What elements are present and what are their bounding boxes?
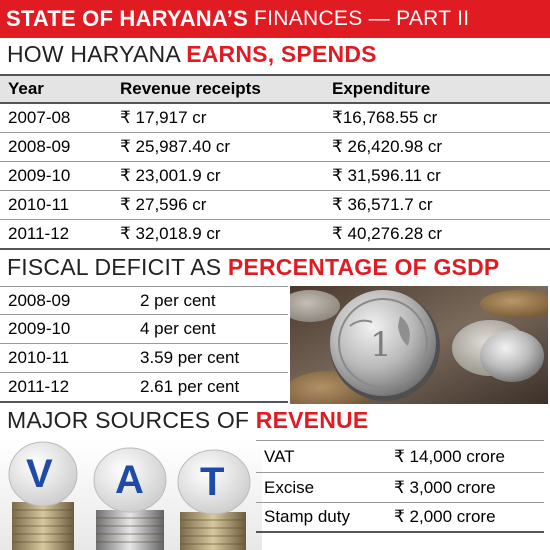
section-title-highlight: REVENUE (255, 407, 369, 433)
cell-expenditure: ₹ 26,420.98 cr (332, 137, 443, 156)
table-row: 2009-10 4 per cent (0, 315, 288, 344)
vat-letter-a: A (115, 458, 144, 502)
section-revenue-title: MAJOR SOURCES OF REVENUE (7, 407, 368, 434)
coins-illustration: 1 (290, 286, 548, 404)
table-row: 2011-12 ₹ 32,018.9 cr ₹ 40,276.28 cr (0, 220, 550, 250)
table-header: Year Revenue receipts Expenditure (0, 74, 550, 104)
cell-revenue: ₹ 17,917 cr (120, 108, 207, 127)
cell-year: 2009-10 (8, 319, 71, 338)
cell-year: 2010-11 (8, 195, 70, 214)
banner-title-rest: FINANCES — PART II (253, 7, 470, 30)
table-row: 2008-09 ₹ 25,987.40 cr ₹ 26,420.98 cr (0, 133, 550, 162)
section-title-highlight: EARNS, SPENDS (186, 41, 377, 67)
table-row: Stamp duty ₹ 2,000 crore (256, 503, 544, 533)
cell-year: 2011-12 (8, 224, 70, 243)
vat-letter-t: T (200, 460, 225, 504)
cell-deficit: 4 per cent (140, 319, 216, 338)
section-title-plain: HOW HARYANA (7, 41, 180, 67)
section-earn-spend-title: HOW HARYANA EARNS, SPENDS (7, 41, 377, 68)
cell-revenue: ₹ 32,018.9 cr (120, 224, 221, 243)
cell-deficit: 2 per cent (140, 290, 216, 310)
table-row: VAT ₹ 14,000 crore (256, 440, 544, 473)
vat-illustration (0, 440, 262, 550)
vat-letter-v: V (26, 452, 53, 496)
section-title-plain: FISCAL DEFICIT AS (7, 254, 222, 280)
vat-coin-stacks: V A T (0, 440, 262, 550)
cell-year: 2008-09 (8, 137, 71, 156)
section-title-plain: MAJOR SOURCES OF (7, 407, 250, 433)
cell-deficit: 3.59 per cent (140, 348, 240, 367)
cell-source: VAT (264, 446, 295, 466)
cell-year: 2009-10 (8, 166, 71, 185)
cell-amount: ₹ 3,000 crore (394, 477, 496, 497)
header-revenue: Revenue receipts (120, 79, 261, 98)
header-year: Year (8, 79, 44, 98)
cell-expenditure: ₹ 36,571.7 cr (332, 195, 433, 214)
cell-expenditure: ₹ 40,276.28 cr (332, 224, 443, 243)
revenue-sources-table: VAT ₹ 14,000 crore Excise ₹ 3,000 crore … (256, 440, 550, 544)
cell-year: 2010-11 (8, 348, 70, 367)
cell-year: 2011-12 (8, 377, 70, 396)
table-row: 2007-08 ₹ 17,917 cr ₹16,768.55 cr (0, 104, 550, 133)
cell-expenditure: ₹16,768.55 cr (332, 108, 438, 127)
cell-revenue: ₹ 27,596 cr (120, 195, 207, 214)
section-title-highlight: PERCENTAGE OF GSDP (227, 254, 500, 280)
cell-year: 2007-08 (8, 108, 71, 127)
cell-revenue: ₹ 25,987.40 cr (120, 137, 231, 156)
table-row: 2009-10 ₹ 23,001.9 cr ₹ 31,596.11 cr (0, 162, 550, 191)
cell-revenue: ₹ 23,001.9 cr (120, 166, 221, 185)
cell-source: Excise (264, 477, 315, 497)
cell-source: Stamp duty (264, 507, 350, 526)
banner-title-bold: STATE OF HARYANA’S (6, 6, 248, 31)
header-expenditure: Expenditure (332, 79, 431, 98)
cell-amount: ₹ 14,000 crore (394, 446, 505, 466)
cell-expenditure: ₹ 31,596.11 cr (332, 166, 441, 185)
section-deficit-title: FISCAL DEFICIT AS PERCENTAGE OF GSDP (7, 254, 499, 281)
cell-year: 2008-09 (8, 290, 71, 310)
svg-text:1: 1 (370, 325, 392, 365)
coins-photo: 1 (290, 286, 548, 404)
cell-deficit: 2.61 per cent (140, 377, 240, 396)
table-row: 2008-09 2 per cent (0, 286, 288, 315)
table-row: Excise ₹ 3,000 crore (256, 473, 544, 503)
title-banner: STATE OF HARYANA’S FINANCES — PART II (0, 0, 550, 38)
table-row: 2011-12 2.61 per cent (0, 373, 288, 403)
table-row: 2010-11 ₹ 27,596 cr ₹ 36,571.7 cr (0, 191, 550, 220)
cell-amount: ₹ 2,000 crore (394, 507, 496, 526)
table-row: 2010-11 3.59 per cent (0, 344, 288, 373)
